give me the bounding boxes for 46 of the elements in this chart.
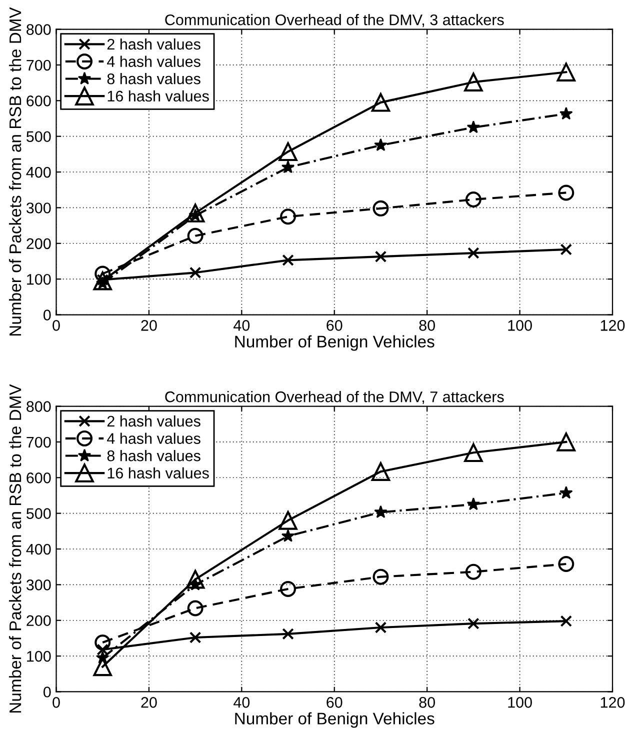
x-tick-label: 120	[600, 320, 625, 331]
x-tick-label: 80	[419, 320, 435, 331]
x-tick-label: 60	[326, 320, 342, 331]
y-tick-label: 300	[26, 202, 51, 214]
y-axis-title: Number of Packets from an RSB to the DMV	[8, 7, 22, 336]
x-tick-label: 120	[600, 697, 625, 708]
y-tick-label: 400	[26, 544, 51, 555]
x-tick-label: 20	[141, 320, 157, 331]
chart-title: Communication Overhead of the DMV, 3 attackers	[165, 14, 504, 28]
x-tick-label: 20	[141, 697, 157, 708]
x-tick-label: 80	[419, 697, 435, 708]
y-tick-label: 100	[27, 274, 51, 285]
legend-label: 4 hash values	[107, 432, 200, 444]
x-tick-label: 0	[52, 697, 60, 708]
y-tick-label: 0	[43, 310, 51, 320]
y-tick-label: 700	[26, 436, 51, 448]
legend-label: 16 hash values	[108, 467, 209, 479]
x-tick-label: 100	[508, 320, 532, 331]
y-tick-label: 300	[26, 580, 51, 590]
y-tick-label: 500	[26, 131, 51, 142]
x-axis-title: Number of Benign Vehicles	[235, 335, 434, 351]
x-tick-label: 40	[234, 320, 250, 331]
y-tick-label: 200	[26, 615, 51, 626]
legend-label: 2 hash values	[107, 415, 200, 427]
y-tick-label: 800	[26, 401, 51, 412]
y-tick-label: 500	[26, 508, 51, 519]
legend-label: 16 hash values	[108, 90, 209, 102]
x-tick-label: 0	[52, 320, 60, 331]
legend-label: 4 hash values	[107, 56, 200, 67]
legend-label: 2 hash values	[107, 38, 200, 50]
legend-label: 8 hash values	[107, 450, 200, 462]
y-tick-label: 800	[26, 24, 51, 35]
x-axis-title: Number of Benign Vehicles	[235, 712, 434, 728]
x-tick-label: 100	[508, 697, 532, 708]
chart-title: Communication Overhead of the DMV, 7 attackers	[165, 391, 504, 404]
y-tick-label: 700	[26, 60, 51, 71]
x-tick-label: 60	[326, 697, 342, 708]
legend-label: 8 hash values	[107, 73, 200, 84]
y-tick-label: 200	[26, 238, 51, 250]
y-tick-label: 600	[26, 472, 51, 484]
y-tick-label: 100	[27, 650, 51, 662]
y-tick-label: 600	[26, 96, 51, 106]
y-tick-label: 0	[43, 686, 51, 698]
x-tick-label: 40	[234, 697, 250, 708]
y-tick-label: 400	[26, 166, 51, 178]
y-axis-title: Number of Packets from an RSB to the DMV	[8, 384, 22, 712]
